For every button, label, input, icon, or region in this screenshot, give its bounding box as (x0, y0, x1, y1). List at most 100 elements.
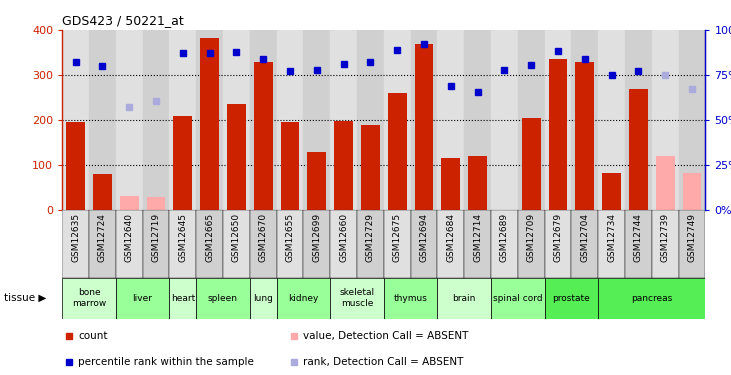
Bar (281, 122, 300, 210)
Text: GSM12704: GSM12704 (580, 213, 589, 262)
Bar (307, 152, 326, 210)
Bar (200, 38, 219, 210)
Bar (491, 278, 545, 319)
Bar (173, 116, 192, 210)
Text: GSM12645: GSM12645 (178, 213, 187, 262)
Text: GSM12679: GSM12679 (553, 213, 562, 262)
Bar (598, 278, 705, 319)
Bar (170, 30, 196, 210)
Text: GSM12699: GSM12699 (312, 213, 321, 262)
Bar (357, 210, 384, 278)
Bar (598, 30, 625, 210)
Text: heart: heart (170, 294, 195, 303)
Text: bone
marrow: bone marrow (72, 288, 106, 308)
Bar (170, 210, 196, 278)
Bar (62, 278, 115, 319)
Text: GSM12734: GSM12734 (607, 213, 616, 262)
Bar (491, 210, 518, 278)
Bar (437, 210, 464, 278)
Text: GSM12719: GSM12719 (151, 213, 160, 262)
Text: GSM12694: GSM12694 (420, 213, 428, 262)
Bar (67, 122, 85, 210)
Bar (227, 104, 246, 210)
Text: GSM12670: GSM12670 (259, 213, 268, 262)
Bar (678, 210, 705, 278)
Bar (602, 173, 621, 210)
Text: GSM12749: GSM12749 (688, 213, 697, 262)
Bar (572, 30, 598, 210)
Bar (384, 210, 411, 278)
Bar (334, 122, 353, 210)
Bar (384, 278, 437, 319)
Bar (387, 93, 406, 210)
Text: GSM12744: GSM12744 (634, 213, 643, 262)
Bar (572, 210, 598, 278)
Text: GSM12714: GSM12714 (473, 213, 482, 262)
Bar (522, 118, 540, 210)
Text: GSM12635: GSM12635 (71, 213, 80, 262)
Text: GSM12660: GSM12660 (339, 213, 348, 262)
Text: GSM12650: GSM12650 (232, 213, 240, 262)
Bar (437, 30, 464, 210)
Bar (330, 30, 357, 210)
Bar (89, 30, 115, 210)
Bar (330, 278, 384, 319)
Bar (276, 210, 303, 278)
Bar (303, 210, 330, 278)
Bar (250, 30, 276, 210)
Bar (625, 210, 652, 278)
Bar (254, 62, 273, 210)
Bar (93, 174, 112, 210)
Text: GDS423 / 50221_at: GDS423 / 50221_at (62, 15, 184, 27)
Bar (545, 210, 572, 278)
Bar (678, 30, 705, 210)
Text: kidney: kidney (288, 294, 319, 303)
Bar (115, 278, 170, 319)
Bar (548, 59, 567, 210)
Bar (656, 156, 675, 210)
Text: skeletal
muscle: skeletal muscle (339, 288, 374, 308)
Text: prostate: prostate (553, 294, 590, 303)
Bar (575, 62, 594, 210)
Text: GSM12729: GSM12729 (366, 213, 375, 262)
Bar (250, 278, 276, 319)
Bar (276, 278, 330, 319)
Text: GSM12675: GSM12675 (393, 213, 401, 262)
Text: GSM12709: GSM12709 (527, 213, 536, 262)
Bar (196, 278, 250, 319)
Bar (652, 30, 678, 210)
Text: GSM12689: GSM12689 (500, 213, 509, 262)
Text: spinal cord: spinal cord (493, 294, 542, 303)
Text: GSM12640: GSM12640 (125, 213, 134, 262)
Text: GSM12739: GSM12739 (661, 213, 670, 262)
Bar (464, 210, 491, 278)
Bar (442, 158, 461, 210)
Bar (115, 210, 143, 278)
Text: GSM12665: GSM12665 (205, 213, 214, 262)
Bar (652, 210, 678, 278)
Bar (545, 278, 598, 319)
Bar (303, 30, 330, 210)
Text: rank, Detection Call = ABSENT: rank, Detection Call = ABSENT (303, 357, 463, 367)
Bar (629, 88, 648, 210)
Text: spleen: spleen (208, 294, 238, 303)
Text: GSM12655: GSM12655 (286, 213, 295, 262)
Bar (223, 30, 250, 210)
Bar (598, 210, 625, 278)
Bar (437, 278, 491, 319)
Text: GSM12684: GSM12684 (447, 213, 455, 262)
Text: thymus: thymus (393, 294, 428, 303)
Bar (223, 210, 250, 278)
Bar (115, 30, 143, 210)
Bar (330, 210, 357, 278)
Bar (89, 210, 115, 278)
Bar (146, 197, 165, 210)
Bar (545, 30, 572, 210)
Bar (120, 196, 139, 210)
Text: lung: lung (253, 294, 273, 303)
Text: liver: liver (132, 294, 153, 303)
Bar (143, 30, 170, 210)
Bar (491, 30, 518, 210)
Text: value, Detection Call = ABSENT: value, Detection Call = ABSENT (303, 331, 469, 340)
Bar (625, 30, 652, 210)
